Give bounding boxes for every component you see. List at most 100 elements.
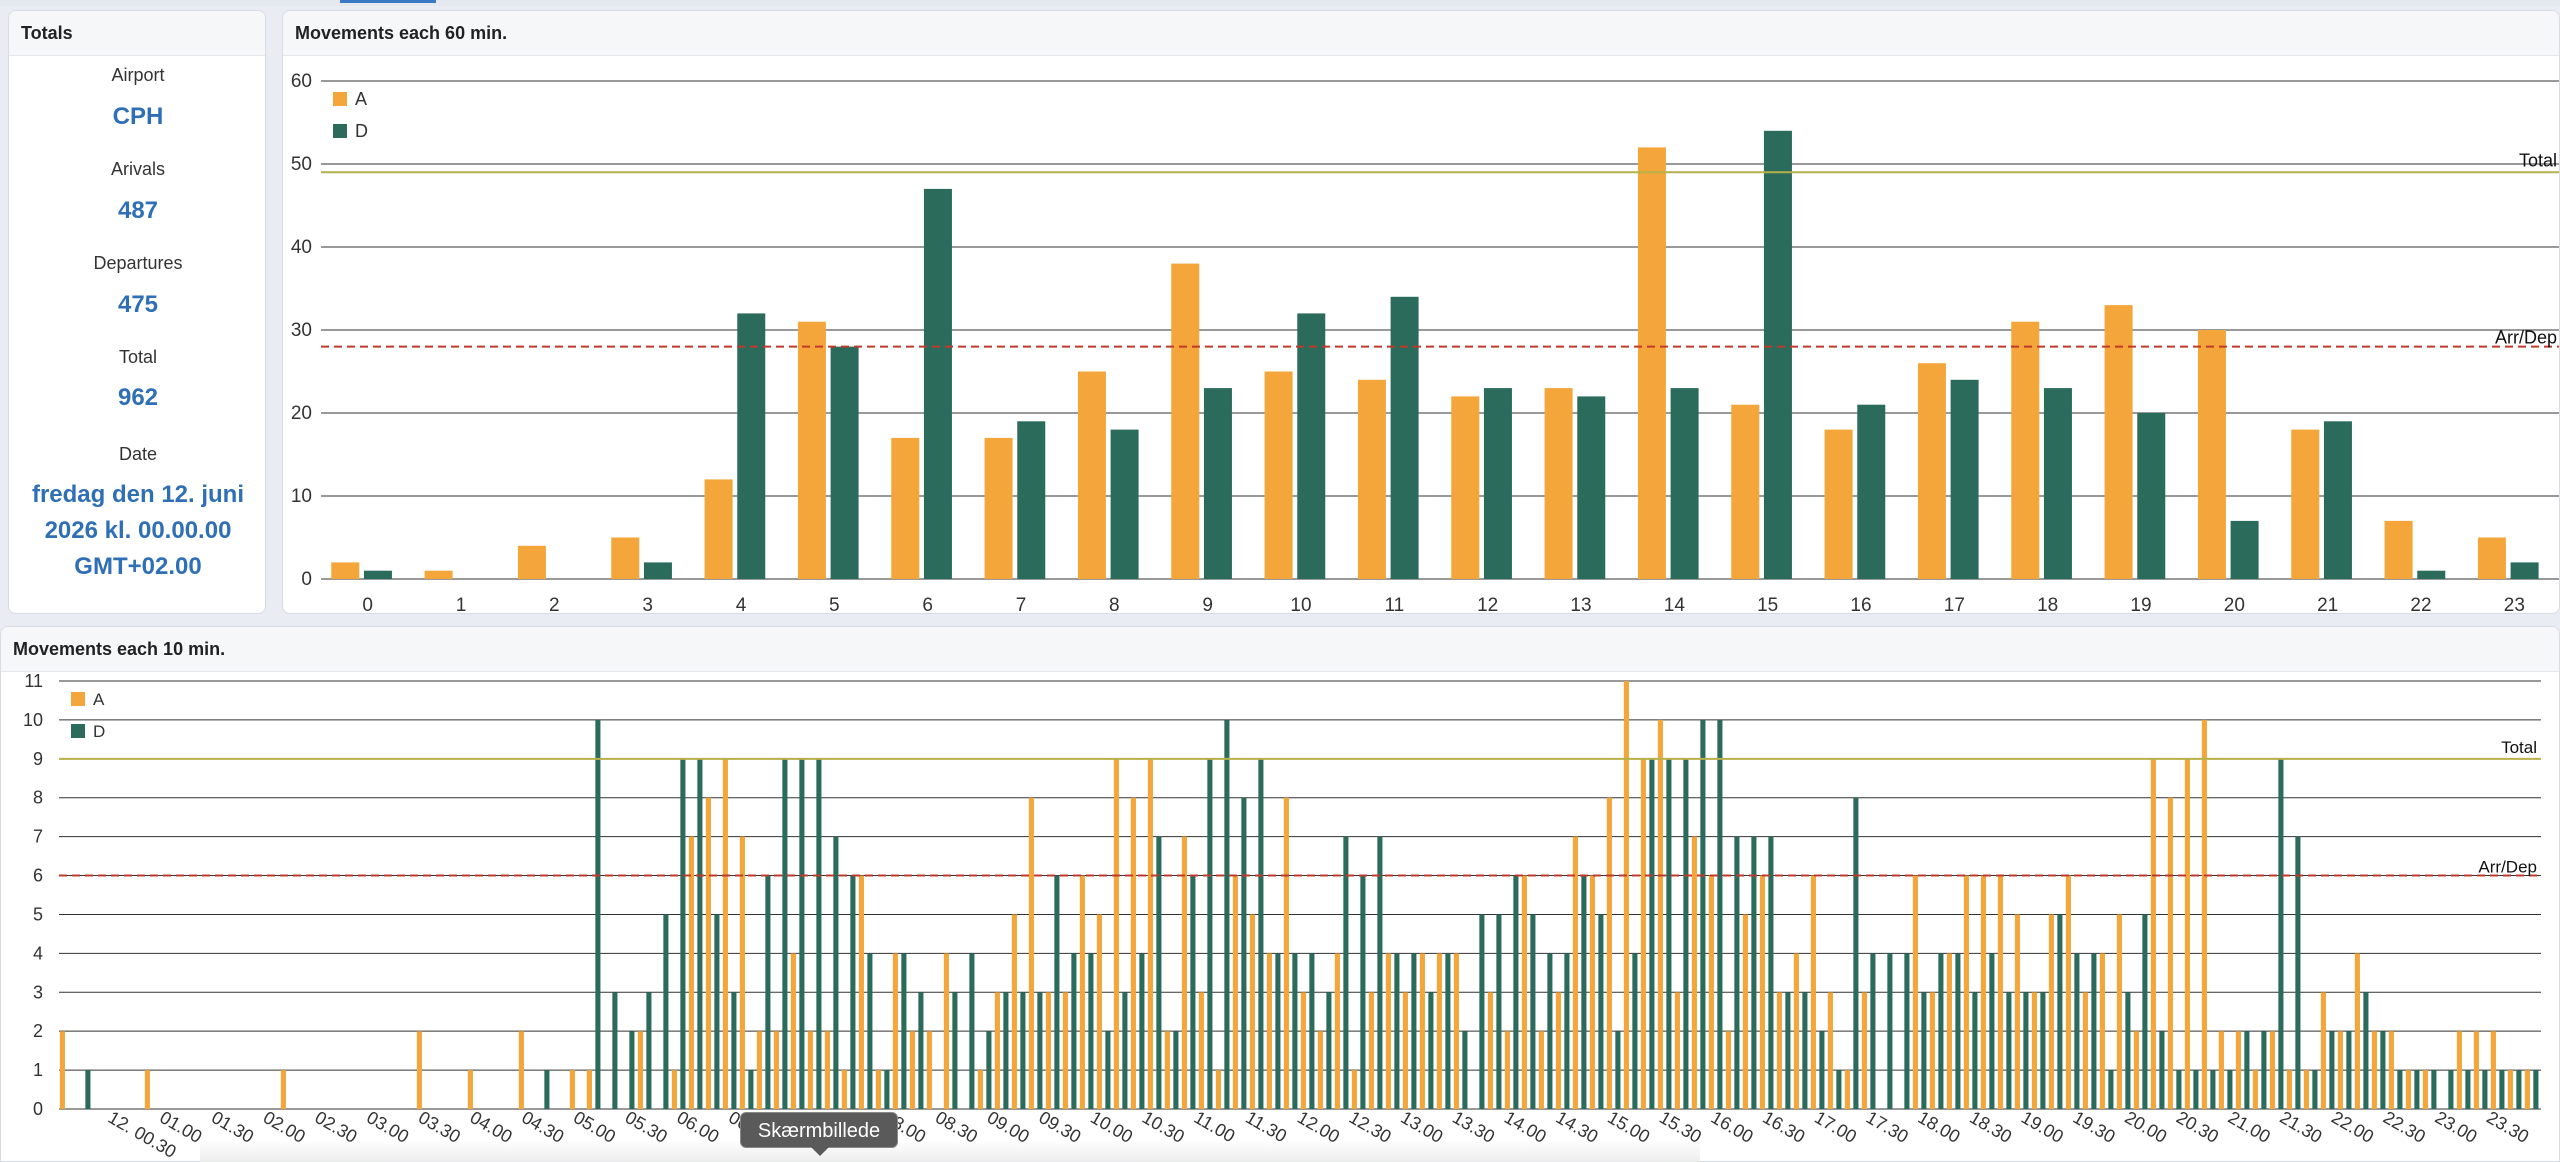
bar-a — [1691, 836, 1697, 1109]
bar-a — [1368, 992, 1374, 1109]
bar-d — [1020, 992, 1026, 1109]
bar-d — [2091, 953, 2097, 1109]
bar-d — [2482, 1070, 2488, 1109]
bar-a — [2371, 1031, 2377, 1109]
bar-d — [765, 875, 771, 1109]
bar-d — [1870, 953, 1876, 1109]
bar-d — [612, 992, 618, 1109]
bar-d — [2346, 1031, 2352, 1109]
x-tick-label: 5 — [829, 595, 840, 613]
bar-a — [891, 437, 920, 579]
bar-a — [1215, 1070, 1221, 1109]
bar-d — [595, 719, 601, 1109]
bar-a — [2197, 330, 2226, 579]
bar-a — [1725, 1031, 1731, 1109]
bar-d — [2295, 836, 2301, 1109]
bar-d — [850, 875, 856, 1109]
x-tick-label: 20.00 — [2121, 1107, 2170, 1147]
bar-a — [2303, 1070, 2309, 1109]
bar-d — [1700, 719, 1706, 1109]
bar-d — [2397, 1070, 2403, 1109]
bar-d — [884, 1070, 890, 1109]
bar-a — [994, 992, 1000, 1109]
bar-d — [1326, 992, 1332, 1109]
bar-a — [1164, 1031, 1170, 1109]
bar-d — [2193, 1070, 2199, 1109]
bar-a — [2337, 1031, 2343, 1109]
x-tick-label: 18.00 — [1915, 1107, 1964, 1147]
bar-a — [2477, 537, 2506, 579]
tenmin-chart-panel: Movements each 10 min. 0 1 2 3 4 5 6 7 8 9 10 11 Tot… — [0, 626, 2560, 1162]
y-tick-label: 0 — [301, 569, 312, 590]
x-tick-label: 17 — [1944, 595, 1965, 613]
bar-a — [1827, 992, 1833, 1109]
bar-a — [611, 537, 640, 579]
bar-a — [2384, 520, 2413, 579]
bar-a — [1544, 388, 1573, 579]
x-tick-label: 7 — [1016, 595, 1027, 613]
bar-d — [1683, 758, 1689, 1109]
bar-a — [1657, 719, 1663, 1109]
bar-a — [1674, 992, 1680, 1109]
bar-a — [2031, 992, 2037, 1109]
bar-a — [2065, 875, 2071, 1109]
bar-d — [1207, 758, 1213, 1109]
bar-d — [1156, 836, 1162, 1109]
bar-d — [1428, 992, 1434, 1109]
screenshot-tooltip: Skærmbillede — [740, 1112, 898, 1156]
bar-d — [918, 992, 924, 1109]
airport-label: Airport — [111, 65, 165, 85]
bar-a — [2133, 1031, 2139, 1109]
bar-d — [1462, 1031, 1468, 1109]
bar-d — [1394, 953, 1400, 1109]
bar-a — [1351, 1070, 1357, 1109]
bar-a — [722, 758, 728, 1109]
x-tick-label: 19.00 — [2018, 1107, 2067, 1147]
bar-d — [1581, 875, 1587, 1109]
x-tick-label: 17.00 — [1811, 1107, 1860, 1147]
bar-a — [1487, 992, 1493, 1109]
bar-a — [1776, 992, 1782, 1109]
bar-a — [2524, 1070, 2530, 1109]
bar-d — [986, 1031, 992, 1109]
bar-d — [2125, 992, 2131, 1109]
bar-a — [1283, 797, 1289, 1109]
x-tick-label: 3 — [642, 595, 653, 613]
x-tick-label: 15 — [1757, 595, 1778, 613]
bar-d — [1972, 992, 1978, 1109]
bar-d — [2499, 1070, 2505, 1109]
bar-a — [2269, 1031, 2275, 1109]
x-tick-label: 23.30 — [2483, 1107, 2532, 1147]
active-tab-indicator[interactable] — [340, 0, 436, 3]
legend-swatch — [71, 692, 85, 706]
bar-d — [737, 313, 766, 579]
legend-swatch — [333, 124, 347, 138]
date-label: Date — [118, 444, 158, 464]
bar-a — [1844, 1070, 1850, 1109]
x-tick-label: 8 — [1109, 595, 1120, 613]
bar-a — [824, 1031, 830, 1109]
bar-a — [704, 479, 733, 579]
bar-d — [830, 346, 859, 579]
bar-a — [1793, 953, 1799, 1109]
bar-d — [1853, 797, 1859, 1109]
bar-d — [1258, 758, 1264, 1109]
bar-a — [2099, 953, 2105, 1109]
bar-a — [2184, 758, 2190, 1109]
bar-d — [2431, 1070, 2437, 1109]
bar-a — [1300, 992, 1306, 1109]
bar-a — [739, 836, 745, 1109]
bar-d — [2510, 562, 2539, 579]
bar-a — [1045, 992, 1051, 1109]
bar-d — [1989, 953, 1995, 1109]
bar-d — [952, 992, 958, 1109]
legend-swatch — [71, 724, 85, 738]
top-tab-strip — [0, 0, 2560, 6]
bar-d — [2323, 421, 2352, 579]
bar-a — [977, 1070, 983, 1109]
bar-a — [1946, 953, 1952, 1109]
bar-a — [2014, 914, 2020, 1109]
bar-d — [1763, 130, 1792, 580]
bar-d — [2244, 1031, 2250, 1109]
